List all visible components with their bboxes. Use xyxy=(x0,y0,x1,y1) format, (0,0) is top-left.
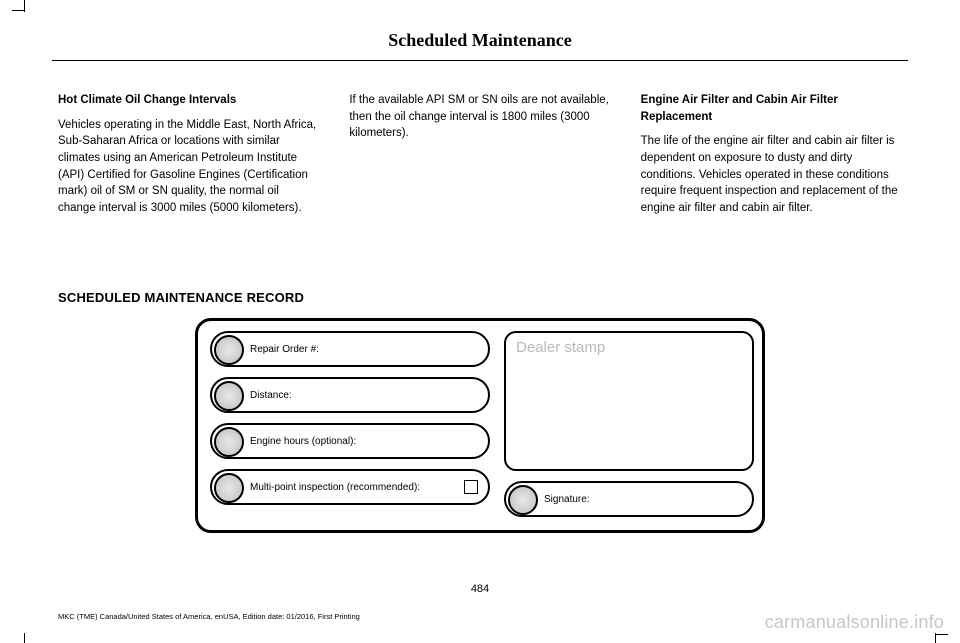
checkbox-icon xyxy=(464,480,478,494)
multi-point-field: Multi-point inspection (recommended): xyxy=(210,469,490,505)
column-1: Hot Climate Oil Change Intervals Vehicle… xyxy=(58,92,319,217)
record-left-stack: Repair Order #: Distance: Engine hours (… xyxy=(210,331,490,505)
column-2: If the available API SM or SN oils are n… xyxy=(349,92,610,217)
multi-point-label: Multi-point inspection (recommended): xyxy=(250,482,420,493)
knob-icon xyxy=(214,473,244,503)
col1-body: Vehicles operating in the Middle East, N… xyxy=(58,117,319,217)
signature-field: Signature: xyxy=(504,481,754,517)
page-title: Scheduled Maintenance xyxy=(0,0,960,51)
header-rule xyxy=(52,60,908,61)
col2-body: If the available API SM or SN oils are n… xyxy=(349,92,610,142)
col1-heading: Hot Climate Oil Change Intervals xyxy=(58,92,319,109)
distance-field: Distance: xyxy=(210,377,490,413)
signature-label: Signature: xyxy=(544,494,590,505)
footer-note: MKC (TME) Canada/United States of Americ… xyxy=(58,612,360,621)
col3-body: The life of the engine air filter and ca… xyxy=(641,133,902,216)
crop-mark xyxy=(24,633,25,643)
crop-mark xyxy=(12,10,24,11)
page: Scheduled Maintenance Hot Climate Oil Ch… xyxy=(0,0,960,643)
engine-hours-label: Engine hours (optional): xyxy=(250,436,356,447)
knob-icon xyxy=(214,427,244,457)
watermark: carmanualsonline.info xyxy=(765,612,944,633)
section-title: SCHEDULED MAINTENANCE RECORD xyxy=(58,290,304,305)
page-number: 484 xyxy=(0,583,960,595)
knob-icon xyxy=(214,381,244,411)
maintenance-record-card: Repair Order #: Distance: Engine hours (… xyxy=(195,318,765,533)
crop-mark xyxy=(24,0,25,12)
dealer-stamp-label: Dealer stamp xyxy=(516,339,742,356)
repair-order-label: Repair Order #: xyxy=(250,344,319,355)
column-3: Engine Air Filter and Cabin Air Filter R… xyxy=(641,92,902,217)
repair-order-field: Repair Order #: xyxy=(210,331,490,367)
crop-mark xyxy=(936,634,948,635)
crop-mark xyxy=(935,633,936,643)
knob-icon xyxy=(508,485,538,515)
body-columns: Hot Climate Oil Change Intervals Vehicle… xyxy=(58,92,902,217)
col3-heading: Engine Air Filter and Cabin Air Filter R… xyxy=(641,92,902,125)
dealer-stamp-box: Dealer stamp xyxy=(504,331,754,471)
engine-hours-field: Engine hours (optional): xyxy=(210,423,490,459)
knob-icon xyxy=(214,335,244,365)
distance-label: Distance: xyxy=(250,390,292,401)
